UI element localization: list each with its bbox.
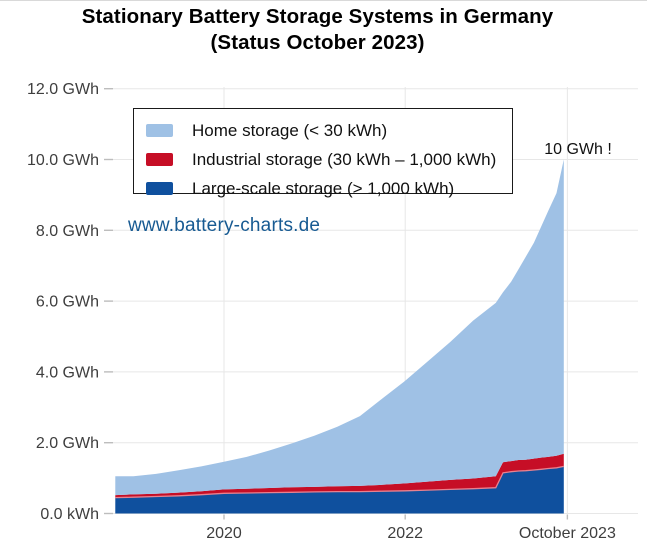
area-home-storage [115, 159, 564, 496]
series-boundary-line [115, 465, 564, 499]
chart-title: Stationary Battery Storage Systems in Ge… [81, 5, 554, 28]
legend-label-industrial-storage: Industrial storage (30 kWh – 1,000 kWh) [192, 149, 497, 169]
y-tick-label: 12.0 GWh [27, 81, 99, 98]
peak-annotation: 10 GWh ! [544, 141, 612, 158]
legend: Home storage (< 30 kWh) Industrial stora… [133, 108, 513, 198]
watermark-url: www.battery-charts.de [128, 215, 321, 236]
y-tick-label: 0.0 kWh [40, 506, 99, 523]
y-tick-label: 4.0 GWh [36, 364, 99, 381]
area-industrial-storage [115, 453, 564, 498]
y-tick-label: 2.0 GWh [36, 435, 99, 452]
x-tick-label: 2022 [387, 525, 423, 542]
chart-subtitle: (Status October 2023) [210, 31, 425, 54]
legend-item-large-scale-storage: Large-scale storage (> 1,000 kWh) [146, 174, 512, 203]
x-tick-label: 2020 [206, 525, 242, 542]
home-storage-swatch-icon [146, 124, 173, 137]
industrial-storage-swatch-icon [146, 153, 173, 166]
large-scale-storage-swatch-icon [146, 182, 173, 195]
legend-label-home-storage: Home storage (< 30 kWh) [192, 120, 388, 140]
x-tick-label: October 2023 [519, 525, 616, 542]
y-tick-label: 6.0 GWh [36, 294, 99, 311]
legend-item-industrial-storage: Industrial storage (30 kWh – 1,000 kWh) [146, 145, 512, 174]
chart-title-block: Stationary Battery Storage Systems in Ge… [0, 4, 635, 56]
legend-label-large-scale-storage: Large-scale storage (> 1,000 kWh) [192, 178, 455, 198]
legend-item-home-storage: Home storage (< 30 kWh) [146, 116, 512, 145]
y-tick-label: 8.0 GWh [36, 223, 99, 240]
y-tick-label: 10.0 GWh [27, 152, 99, 169]
area-large-scale-storage [115, 466, 564, 514]
